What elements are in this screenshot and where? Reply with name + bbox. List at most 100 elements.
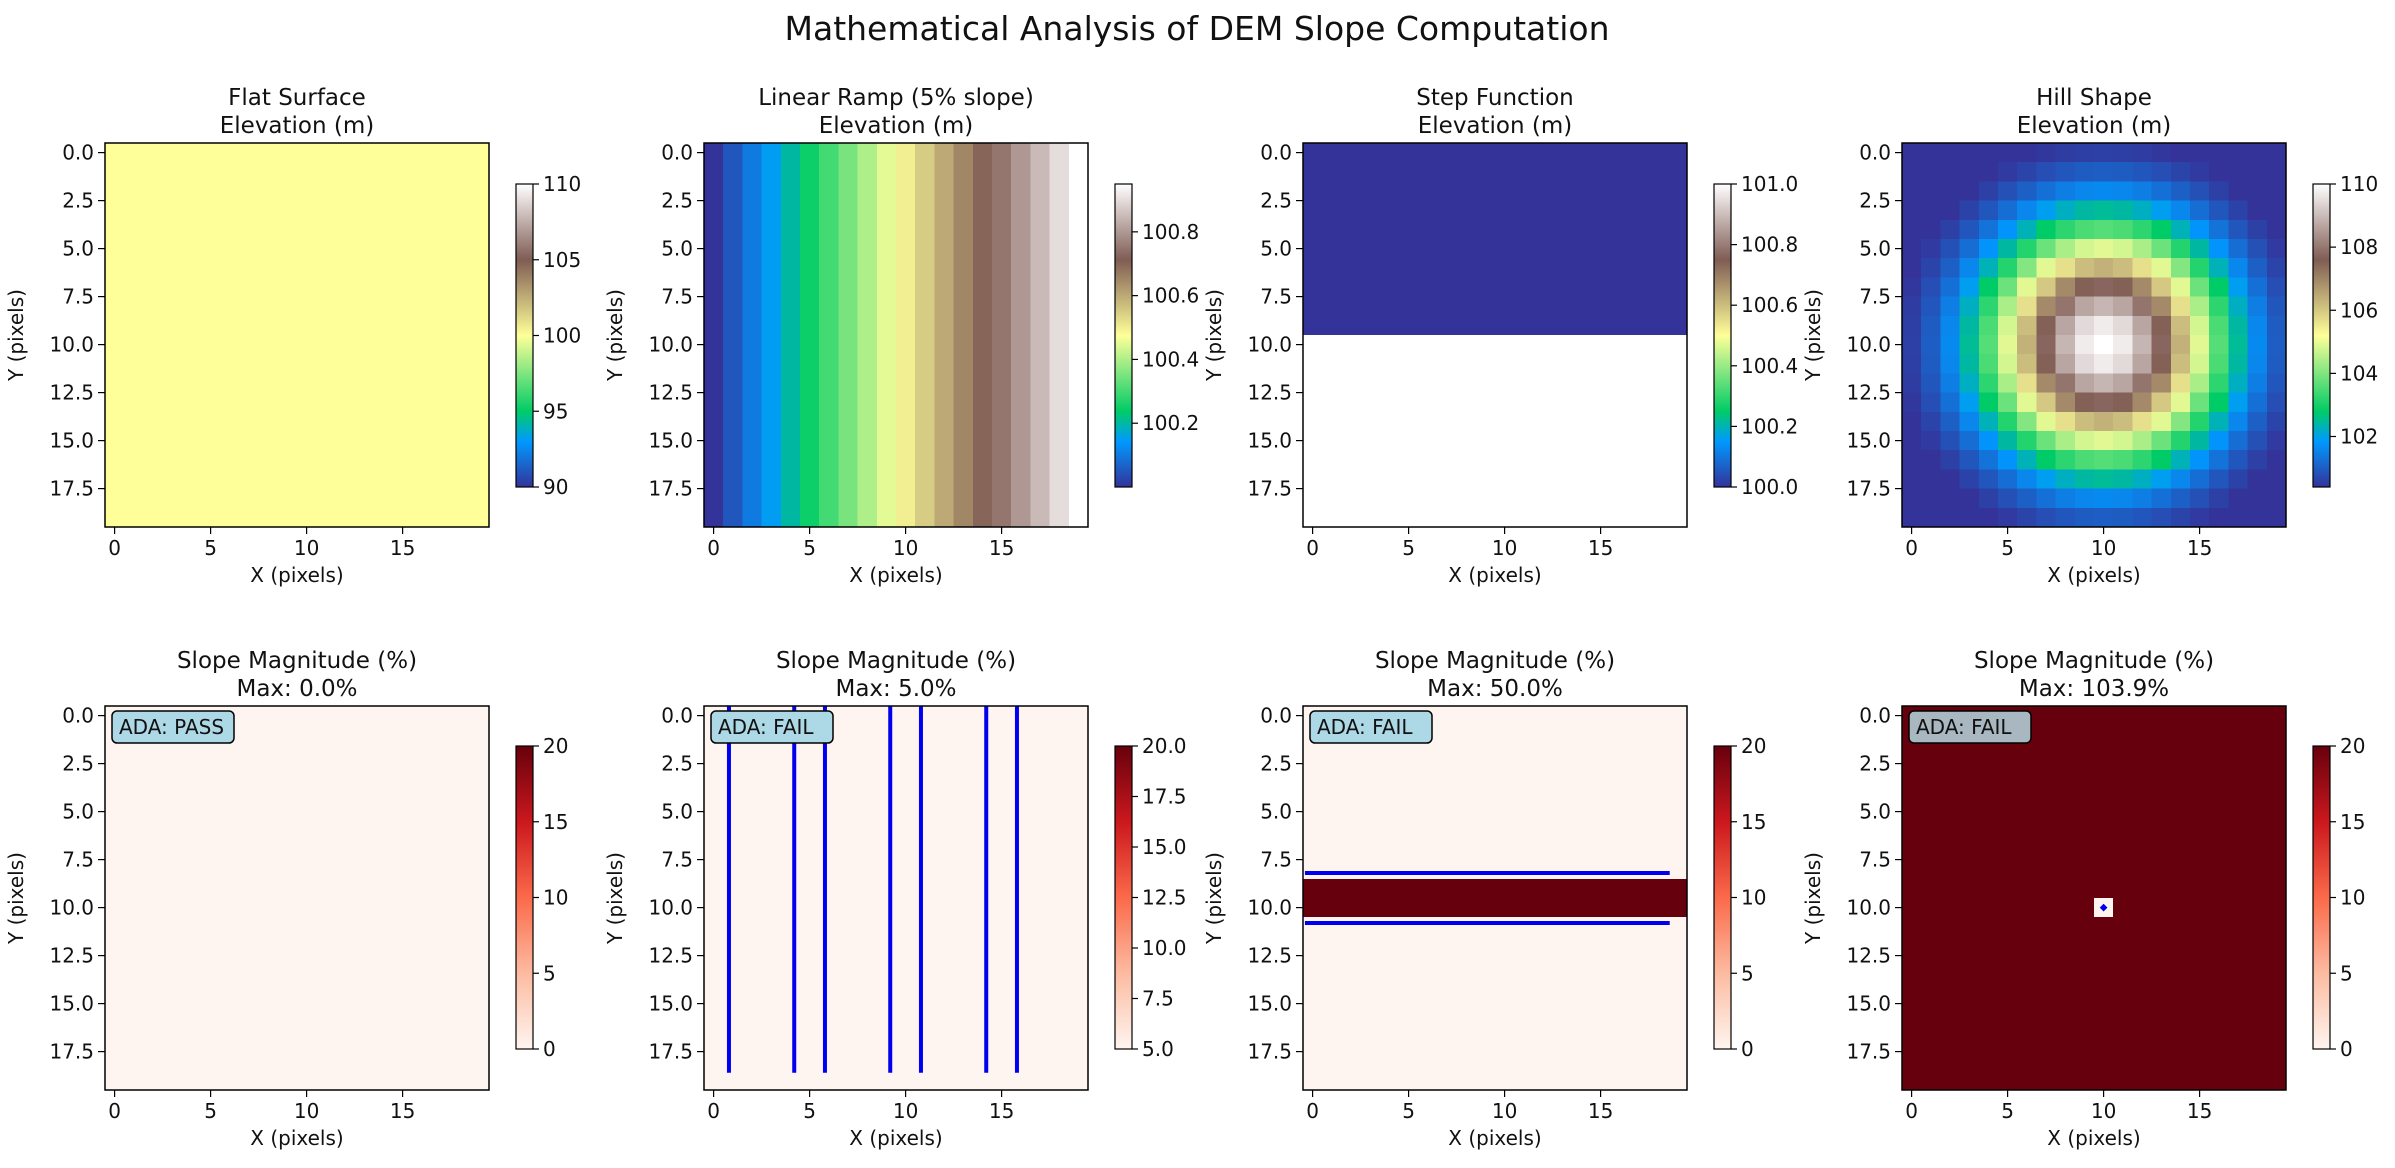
heatmap-cell <box>1456 354 1477 374</box>
heatmap-cell <box>1648 1013 1669 1033</box>
heatmap-cell <box>780 392 801 413</box>
heatmap-cell <box>373 315 394 336</box>
heatmap-cell <box>1610 431 1630 451</box>
heatmap-cell <box>1533 469 1554 490</box>
heatmap-cell <box>124 917 144 937</box>
heatmap-cell <box>412 373 432 394</box>
heatmap-cell <box>469 725 490 745</box>
heatmap-cell <box>972 315 993 336</box>
heatmap-cell <box>297 744 317 765</box>
heatmap-cell <box>972 143 993 163</box>
heatmap-cell <box>373 802 394 822</box>
heatmap-cell <box>431 200 452 221</box>
heatmap-cell <box>780 917 801 937</box>
heatmap-cell <box>1495 994 1515 1014</box>
heatmap-cell <box>2113 162 2133 182</box>
axes-frame <box>104 705 490 1091</box>
heatmap-cell <box>2113 296 2133 317</box>
heatmap-cell <box>2190 974 2210 995</box>
heatmap-cell <box>953 392 974 413</box>
heatmap-cell <box>934 802 955 822</box>
heatmap-cell <box>1495 296 1515 317</box>
heatmap-cell <box>1902 392 1922 413</box>
heatmap-cell <box>1303 143 1323 163</box>
heatmap-cell <box>1667 840 1688 861</box>
axes-frame <box>703 705 1089 1091</box>
y-tick-label: 2.5 <box>1859 752 1891 776</box>
colorbar-tick-label: 100.6 <box>1142 284 1199 308</box>
heatmap-cell <box>2209 373 2229 394</box>
heatmap-cell <box>2017 763 2037 784</box>
heatmap-cell <box>761 277 782 298</box>
heatmap-cell <box>393 725 413 745</box>
heatmap-cell <box>450 315 471 336</box>
heatmap-cell <box>354 936 375 957</box>
heatmap-cell <box>1399 450 1419 470</box>
heatmap-cell <box>1978 782 1999 803</box>
heatmap-cell <box>2247 392 2268 413</box>
heatmap-cell <box>258 859 279 880</box>
heatmap-cell <box>1921 200 1941 221</box>
heatmap-cell <box>1322 296 1342 317</box>
heatmap-cell <box>1629 411 1650 432</box>
heatmap-cell <box>2209 219 2229 240</box>
heatmap-cell <box>1902 1032 1922 1053</box>
heatmap-cell <box>896 392 916 413</box>
heatmap-cell <box>742 507 763 528</box>
heatmap-cell <box>857 744 878 765</box>
heatmap-cell <box>1030 162 1051 182</box>
heatmap-cell <box>393 181 413 202</box>
heatmap-cell <box>1068 974 1089 995</box>
heatmap-cell <box>2036 878 2057 899</box>
x-tick-label: 0 <box>108 1099 121 1123</box>
heatmap-cell <box>2055 392 2076 413</box>
heatmap-cell <box>2036 296 2057 317</box>
heatmap-cell <box>742 744 763 765</box>
heatmap-cell <box>819 744 839 765</box>
heatmap-cell <box>1068 411 1089 432</box>
heatmap-cell <box>1437 181 1458 202</box>
heatmap-cell <box>2055 507 2076 528</box>
heatmap-cell <box>761 955 782 976</box>
heatmap-cell <box>239 878 260 899</box>
heatmap-cell <box>1902 917 1922 937</box>
heatmap-cell <box>780 1070 801 1091</box>
heatmap-cell <box>1648 143 1669 163</box>
heatmap-cell <box>1959 354 1980 374</box>
heatmap-cell <box>1902 450 1922 470</box>
y-tick-label: 5.0 <box>1260 237 1292 261</box>
heatmap-cell <box>393 258 413 278</box>
heatmap-cell <box>201 143 221 163</box>
y-tick-label: 0.0 <box>661 141 693 165</box>
heatmap-cell <box>1418 354 1438 374</box>
heatmap-cell <box>876 706 897 726</box>
heatmap-cell <box>393 392 413 413</box>
heatmap-cell <box>1610 258 1630 278</box>
heatmap-cell <box>1341 354 1362 374</box>
heatmap-cell <box>915 763 935 784</box>
heatmap-cell <box>1591 277 1611 298</box>
heatmap-cell <box>953 1070 974 1091</box>
heatmap-cell <box>469 488 490 509</box>
heatmap-cell <box>1667 725 1688 745</box>
heatmap-cell <box>1571 821 1592 841</box>
heatmap-cell <box>838 859 859 880</box>
heatmap-cell <box>1360 411 1381 432</box>
heatmap-cell <box>162 507 183 528</box>
heatmap-cell <box>277 431 298 451</box>
heatmap-cell <box>1921 488 1941 509</box>
heatmap-cell <box>876 898 897 918</box>
heatmap-cell <box>1552 936 1573 957</box>
heatmap-cell <box>393 1032 413 1053</box>
heatmap-cell <box>838 1032 859 1053</box>
heatmap-cell <box>1902 258 1922 278</box>
heatmap-cell <box>1610 1013 1630 1033</box>
heatmap-cell <box>2190 200 2210 221</box>
heatmap-cell <box>2113 955 2133 976</box>
heatmap-cell <box>1322 162 1342 182</box>
heatmap-cell <box>1475 239 1496 259</box>
heatmap-cell <box>1049 296 1070 317</box>
heatmap-cell <box>239 802 260 822</box>
heatmap-cell <box>1571 411 1592 432</box>
heatmap-cell <box>800 994 820 1014</box>
